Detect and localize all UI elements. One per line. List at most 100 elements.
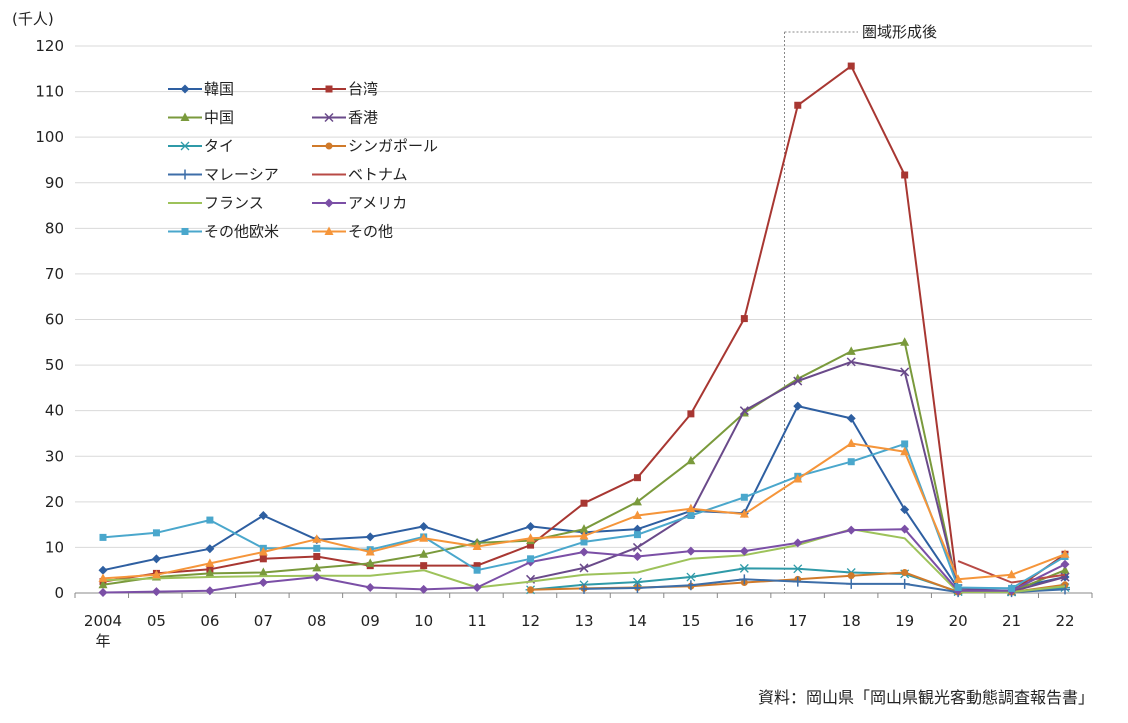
- data-point: [900, 446, 910, 456]
- legend-entry: マレーシア: [168, 166, 279, 184]
- annotation: 圏域形成後: [784, 23, 937, 593]
- data-point: [900, 367, 910, 377]
- legend-swatch-marker: [324, 112, 334, 123]
- data-point: [739, 574, 750, 585]
- legend-label: 韓国: [204, 80, 234, 98]
- legend-swatch-marker: [180, 112, 190, 121]
- data-point: [846, 438, 856, 447]
- data-point: [685, 572, 696, 582]
- y-tick-label: 50: [45, 356, 64, 374]
- legend-entry: 中国: [168, 109, 234, 127]
- data-point: [901, 171, 909, 179]
- data-point: [632, 552, 642, 562]
- data-point: [632, 496, 642, 506]
- data-point: [633, 474, 641, 482]
- y-tick-label: 80: [45, 219, 64, 237]
- data-point: [632, 542, 642, 552]
- legend-entry: その他欧米: [168, 223, 279, 241]
- data-point: [687, 512, 695, 520]
- data-point: [740, 493, 748, 501]
- data-point: [686, 546, 696, 556]
- data-point: [98, 565, 108, 575]
- data-point: [313, 544, 321, 552]
- data-point: [98, 588, 108, 598]
- data-point: [901, 568, 909, 576]
- y-tick-label: 40: [45, 402, 64, 420]
- x-tick-label: 11: [468, 612, 487, 630]
- data-point: [632, 577, 643, 587]
- data-point: [527, 555, 535, 563]
- data-point: [473, 566, 481, 574]
- x-tick-label: 16: [735, 612, 754, 630]
- legend-entry: ベトナム: [312, 166, 408, 184]
- data-point: [579, 563, 589, 573]
- x-tick-label: 20: [949, 612, 968, 630]
- legend-label: 台湾: [348, 80, 378, 98]
- series-その他欧米: [99, 440, 1069, 592]
- x-tick-label: 22: [1055, 612, 1074, 630]
- series-line: [957, 560, 1066, 584]
- series-台湾: [99, 62, 1069, 596]
- data-point: [99, 533, 107, 541]
- data-point: [633, 531, 641, 539]
- data-point: [527, 586, 535, 594]
- y-tick-label: 20: [45, 493, 64, 511]
- x-tick-label: 21: [1002, 612, 1021, 630]
- series-line: [102, 442, 1066, 590]
- data-point: [419, 533, 429, 542]
- y-tick-label: 0: [54, 584, 64, 602]
- data-point: [685, 580, 696, 591]
- data-point: [526, 521, 536, 531]
- x-tick-label: 08: [307, 612, 326, 630]
- x-tick-label: 09: [361, 612, 380, 630]
- annotation-label: 圏域形成後: [862, 23, 937, 41]
- data-point: [258, 511, 268, 521]
- series-その他: [98, 438, 1070, 583]
- legend-entry: フランス: [168, 194, 264, 212]
- data-point: [365, 558, 375, 567]
- data-point: [739, 509, 749, 518]
- legend-entry: その他: [312, 223, 393, 241]
- data-point: [793, 538, 803, 548]
- data-point: [312, 534, 322, 543]
- x-tick-label: 18: [842, 612, 861, 630]
- data-point: [472, 541, 482, 551]
- data-point: [1060, 565, 1070, 574]
- legend-entry: 台湾: [312, 80, 378, 98]
- data-point: [1060, 549, 1070, 558]
- data-point: [151, 554, 161, 564]
- data-point: [258, 546, 268, 556]
- x-tick-label: 05: [147, 612, 166, 630]
- y-unit-label: (千人): [12, 10, 54, 28]
- data-point: [739, 546, 749, 556]
- legend-swatch-marker: [181, 228, 189, 235]
- legend-swatch-marker: [180, 84, 190, 94]
- data-point: [526, 533, 536, 542]
- data-point: [1007, 569, 1017, 579]
- series-line: [102, 65, 1066, 593]
- data-point: [473, 562, 481, 570]
- data-point: [580, 538, 588, 546]
- data-point: [792, 576, 803, 587]
- data-point: [98, 579, 108, 589]
- legend-swatch-marker: [180, 141, 190, 151]
- legend-entry: シンガポール: [312, 137, 438, 155]
- data-point: [258, 578, 268, 588]
- data-point: [793, 376, 803, 386]
- data-point: [954, 584, 962, 592]
- legend-label: シンガポール: [348, 137, 438, 155]
- data-point: [740, 315, 748, 323]
- y-tick-labels: 0 10 20 30 40 50 60 70 80 90 100 110 120: [35, 37, 64, 602]
- legend-swatch-marker: [325, 85, 333, 93]
- data-point: [792, 564, 803, 574]
- data-point: [900, 505, 910, 515]
- y-tick-label: 100: [35, 128, 64, 146]
- data-point: [900, 337, 910, 346]
- legend-label: その他: [348, 223, 393, 241]
- data-point: [846, 525, 856, 535]
- data-point: [151, 569, 161, 579]
- data-point: [686, 455, 696, 465]
- legend-entry: タイ: [168, 137, 234, 155]
- data-point: [205, 568, 215, 577]
- legend-entry: アメリカ: [312, 194, 407, 212]
